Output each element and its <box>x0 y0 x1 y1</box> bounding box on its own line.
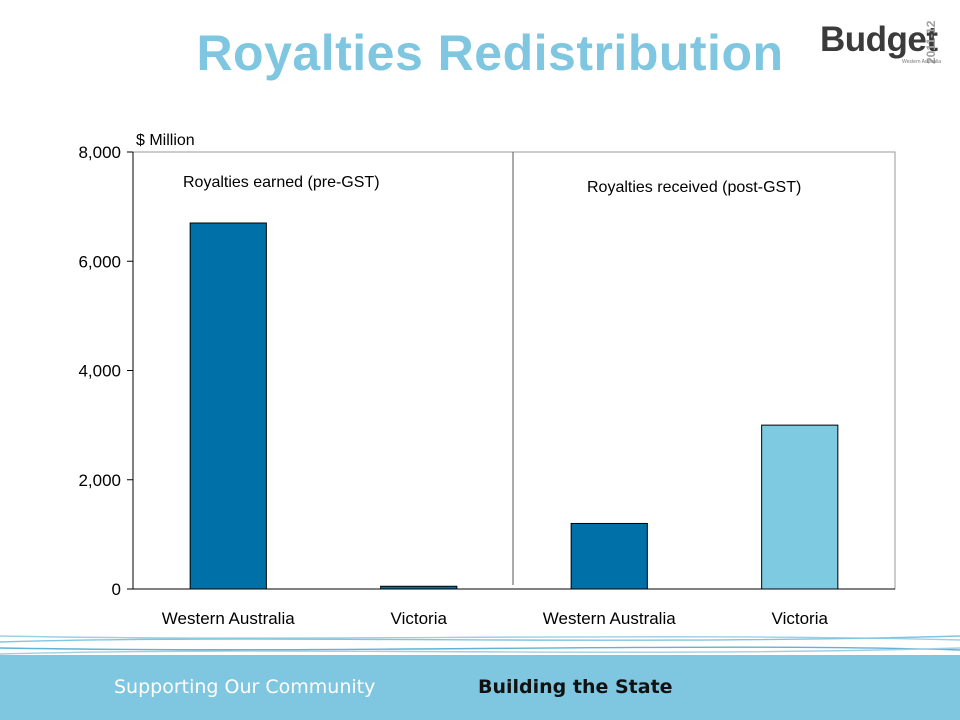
bars <box>189 222 839 590</box>
x-axis: Western Australia Victoria Western Austral… <box>133 588 895 628</box>
bar <box>570 522 648 590</box>
x-tick-label: Victoria <box>772 609 829 628</box>
logo-word: Budget <box>820 20 938 59</box>
wave-line <box>0 646 960 651</box>
footer-tagline-right: Building the State <box>478 676 673 698</box>
x-tick-label: Victoria <box>391 609 448 628</box>
budget-logo: Budget 2011-12 Western Australia <box>818 12 948 72</box>
bar <box>189 222 267 590</box>
group-label-pre-gst: Royalties earned (pre-GST) <box>183 174 380 191</box>
y-tick-label: 4,000 <box>78 362 121 381</box>
slide-title: Royalties Redistribution <box>196 25 784 81</box>
y-axis-label: $ Million <box>136 132 195 149</box>
wave-line <box>0 635 960 641</box>
wave-line <box>0 635 960 643</box>
wave-line <box>0 647 960 655</box>
y-tick-label: 6,000 <box>78 252 121 271</box>
y-tick-label: 0 <box>112 580 121 599</box>
x-tick-label: Western Australia <box>162 609 295 628</box>
bar <box>761 424 839 590</box>
royalties-bar-chart: 0 2,000 4,000 6,000 8,000 Western Australia V… <box>78 132 896 628</box>
logo-subtitle: Western Australia <box>902 59 942 65</box>
footer-tagline-left: Supporting Our Community <box>114 676 376 698</box>
footer-bar: Supporting Our Community Building the St… <box>0 655 960 720</box>
y-axis: 0 2,000 4,000 6,000 8,000 <box>78 143 134 599</box>
group-label-post-gst: Royalties received (post-GST) <box>587 179 801 196</box>
y-tick-label: 2,000 <box>78 471 121 490</box>
y-tick-label: 8,000 <box>78 143 121 162</box>
x-tick-label: Western Australia <box>543 609 676 628</box>
